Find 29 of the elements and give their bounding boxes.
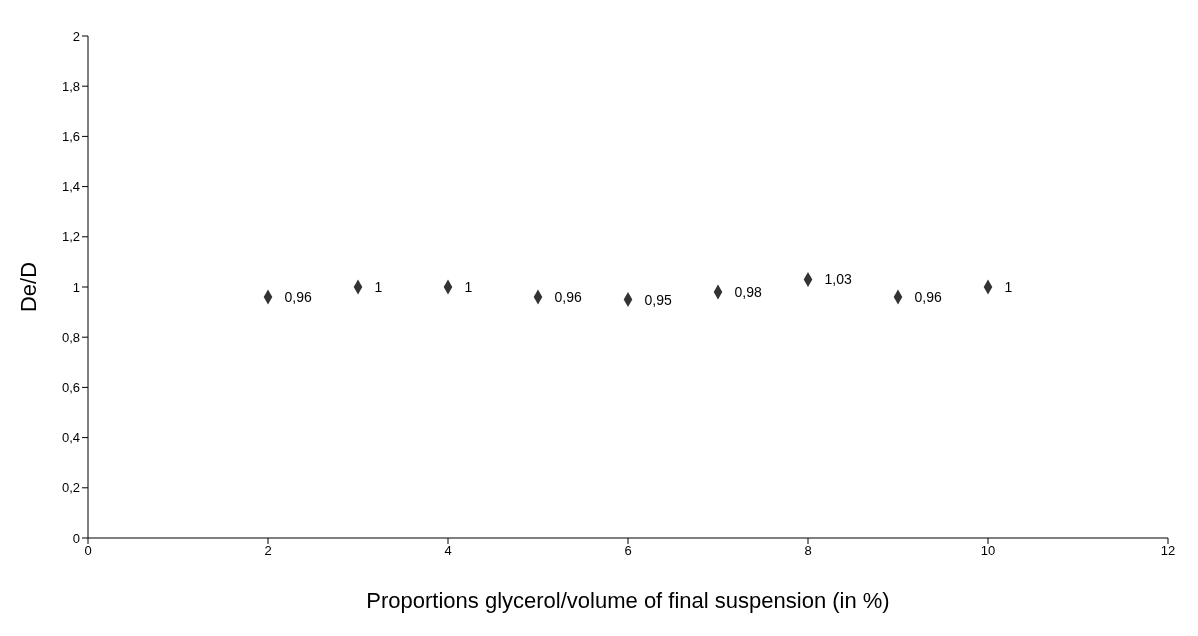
x-tick-label: 2 bbox=[264, 543, 272, 559]
data-label: 0,96 bbox=[284, 289, 312, 306]
data-label: 1,03 bbox=[824, 271, 852, 288]
y-tick-label: 1,6 bbox=[61, 129, 80, 145]
x-tick-label: 4 bbox=[444, 543, 452, 559]
data-label: 0,96 bbox=[914, 289, 942, 306]
data-label: 1 bbox=[374, 278, 383, 295]
x-tick-label: 0 bbox=[84, 543, 92, 559]
data-label: 1 bbox=[1004, 278, 1013, 295]
x-tick-label: 10 bbox=[980, 543, 996, 559]
y-axis-title: De/D bbox=[15, 261, 41, 313]
data-label: 0,95 bbox=[644, 291, 672, 308]
y-tick-label: 0,6 bbox=[61, 380, 80, 396]
y-tick-label: 1,4 bbox=[61, 179, 80, 195]
y-tick-label: 0,8 bbox=[61, 329, 80, 345]
x-tick-label: 8 bbox=[804, 543, 812, 559]
y-tick-label: 2 bbox=[72, 28, 80, 44]
y-tick-label: 0,4 bbox=[61, 430, 80, 446]
x-axis-title: Proportions glycerol/volume of final suspension (in %) bbox=[366, 588, 890, 613]
data-label: 0,98 bbox=[734, 283, 762, 300]
y-tick-label: 1 bbox=[72, 279, 80, 295]
y-tick-label: 0,2 bbox=[61, 480, 80, 496]
x-tick-label: 6 bbox=[624, 543, 632, 559]
x-tick-label: 12 bbox=[1160, 543, 1176, 559]
data-label: 1 bbox=[464, 278, 473, 295]
y-tick-label: 0 bbox=[72, 530, 80, 546]
y-tick-label: 1,8 bbox=[61, 78, 80, 94]
y-tick-label: 1,2 bbox=[61, 229, 80, 245]
data-label: 0,96 bbox=[554, 289, 582, 306]
